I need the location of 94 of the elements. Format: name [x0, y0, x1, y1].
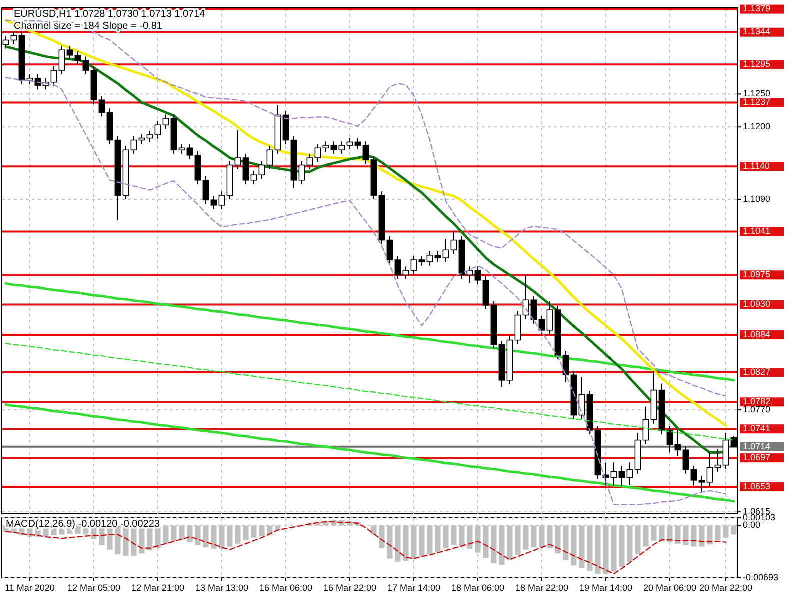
candlestick: [266, 146, 274, 170]
x-tick-label: 11 Mar 2020: [5, 583, 55, 593]
candlestick: [474, 266, 482, 285]
ref-line-label: 1.1344: [743, 26, 771, 37]
ref-line-label: 1.0884: [743, 329, 771, 340]
candlestick: [346, 138, 354, 150]
candlestick: [82, 56, 90, 75]
candlestick: [202, 176, 210, 205]
candlestick: [530, 296, 538, 324]
chart-title: EURUSD,H1 1.0728 1.0730 1.0713 1.0714: [14, 9, 206, 20]
candlestick: [690, 465, 698, 486]
ref-line-label: 1.1295: [743, 58, 771, 69]
x-tick-label: 20 Mar 06:00: [643, 583, 697, 593]
candlestick: [322, 141, 330, 153]
line-series: [5, 77, 727, 506]
candlestick: [394, 256, 402, 280]
candlestick: [130, 136, 138, 155]
chart-title: MACD(12,26,9) -0.00120 -0.00223: [6, 519, 160, 530]
ref-line-label: 1.0930: [743, 299, 771, 310]
ref-line-label: 1.1237: [743, 97, 771, 108]
ref-line-label: 1.0827: [743, 366, 771, 377]
line-series: [5, 521, 727, 575]
x-tick-label: 12 Mar 21:00: [131, 583, 185, 593]
candlestick: [682, 446, 690, 474]
candlestick: [314, 144, 322, 162]
x-tick-label: 18 Mar 06:00: [451, 583, 505, 593]
y-tick-label: 1.1250: [743, 88, 771, 99]
candlestick: [66, 46, 74, 60]
y-tick-label: 1.1090: [743, 194, 771, 204]
line-series: [4, 282, 736, 382]
candlestick: [218, 191, 226, 210]
candlestick: [58, 46, 66, 75]
y-tick-label: -0.00693: [743, 572, 779, 582]
candlestick: [98, 96, 106, 118]
candlestick: [354, 138, 362, 150]
candlestick: [250, 170, 258, 185]
candlestick: [418, 256, 426, 266]
x-tick-label: 16 Mar 22:00: [323, 583, 377, 593]
candlestick: [338, 141, 346, 155]
candlestick: [706, 452, 714, 487]
ref-line-label: 1.1041: [743, 226, 771, 236]
candlestick: [714, 449, 722, 472]
candlestick: [330, 141, 338, 155]
candlestick: [74, 50, 82, 66]
candlestick: [386, 236, 394, 264]
ref-line-label: 1.0975: [743, 270, 771, 280]
y-tick-label: 1.0770: [743, 404, 771, 414]
candlestick: [298, 160, 306, 185]
y-tick-label: 1.1200: [743, 121, 771, 132]
candlestick: [434, 250, 442, 262]
candlestick: [610, 462, 618, 486]
candlestick: [618, 465, 626, 487]
x-tick-label: 17 Mar 14:00: [387, 583, 441, 593]
candlestick: [642, 406, 650, 445]
ref-line-label: 1.1379: [743, 4, 771, 14]
x-tick-label: 19 Mar 14:00: [579, 583, 633, 593]
candlestick: [402, 266, 410, 280]
candlestick: [410, 256, 418, 275]
candlestick: [426, 250, 434, 266]
x-tick-label: 13 Mar 13:00: [195, 583, 249, 593]
candlestick: [162, 114, 170, 130]
candlestick: [234, 130, 242, 170]
ref-line-label: 1.0782: [743, 396, 771, 407]
x-tick-label: 12 Mar 05:00: [67, 583, 121, 593]
candlestick: [674, 429, 682, 457]
y-tick-label: 0.00: [743, 520, 761, 530]
ref-line-label: 1.0741: [743, 423, 771, 434]
candlestick: [10, 31, 18, 45]
candlestick: [186, 144, 194, 160]
candlestick: [362, 141, 370, 164]
line-series: [4, 404, 736, 503]
x-tick-label: 18 Mar 22:00: [515, 583, 569, 593]
candlestick: [50, 66, 58, 87]
candlestick: [154, 120, 162, 140]
candlestick: [242, 154, 250, 185]
candlestick: [306, 154, 314, 170]
ref-line-label: 1.0653: [743, 481, 771, 492]
candlestick: [546, 300, 554, 335]
x-tick-label: 20 Mar 22:00: [699, 583, 753, 593]
candlestick: [626, 462, 634, 486]
candlestick: [258, 160, 266, 180]
candlestick: [538, 315, 546, 335]
candlestick: [442, 238, 450, 262]
candlestick: [450, 230, 458, 255]
ref-line-label: 1.0714: [743, 441, 771, 452]
ref-line-label: 1.0697: [743, 452, 771, 462]
candlestick: [698, 475, 706, 493]
candlestick: [210, 196, 218, 210]
candlestick: [26, 74, 34, 85]
y-tick-label: 1.0615: [743, 506, 771, 516]
candlestick: [146, 130, 154, 143]
ref-line-label: 1.1140: [743, 160, 770, 171]
x-tick-label: 16 Mar 06:00: [259, 583, 313, 593]
candlestick: [666, 426, 674, 454]
